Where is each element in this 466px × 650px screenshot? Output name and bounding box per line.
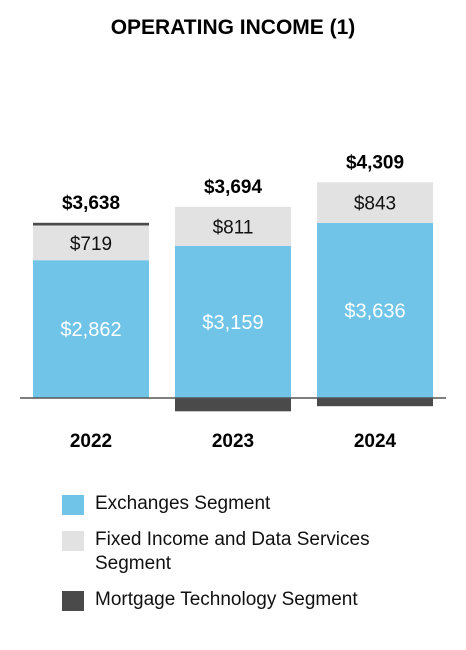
- bar-mortgage-technology-2024: [317, 398, 433, 407]
- bar-fixed-income-2024: [317, 182, 433, 223]
- legend: Exchanges Segment Fixed Income and Data …: [62, 492, 415, 624]
- legend-label-exchanges: Exchanges Segment: [95, 493, 271, 514]
- bar-exchanges-2022: [33, 260, 149, 398]
- data-label-exchanges-2023: $3,159: [202, 312, 263, 334]
- category-label-2023: 2023: [212, 431, 254, 452]
- legend-swatch-mortgage-technology: [62, 591, 84, 611]
- bar-mortgage-technology-2023: [175, 398, 291, 412]
- legend-item-fixed-income: Fixed Income and Data Services Segment: [62, 528, 415, 576]
- category-label-2024: 2024: [354, 431, 397, 452]
- data-label-fixed-income-2022: $719: [70, 234, 112, 255]
- data-label-exchanges-2022: $2,862: [60, 319, 121, 341]
- data-label-fixed-income-2023: $811: [213, 217, 254, 238]
- legend-item-exchanges: Exchanges Segment: [62, 492, 415, 516]
- data-label-fixed-income-2024: $843: [354, 194, 396, 215]
- bar-exchanges-2024: [317, 222, 433, 398]
- category-label-2022: 2022: [70, 431, 112, 452]
- legend-swatch-fixed-income: [62, 531, 84, 551]
- legend-label-mortgage-technology: Mortgage Technology Segment: [95, 589, 358, 610]
- total-label-2022: $3,638: [62, 193, 120, 214]
- total-label-2023: $3,694: [204, 177, 263, 198]
- stacked-bar-chart: $2,862 $719 $3,638 2022 $3,159 $811 $3,694 2023…: [20, 152, 446, 452]
- bar-mortgage-technology-2022: [33, 222, 149, 226]
- legend-label-fixed-income: Fixed Income and Data Services Segment: [95, 529, 370, 574]
- bar-fixed-income-2022: [33, 225, 149, 261]
- legend-item-mortgage-technology: Mortgage Technology Segment: [62, 588, 415, 612]
- data-label-exchanges-2024: $3,636: [344, 301, 405, 323]
- bar-fixed-income-2023: [175, 206, 291, 246]
- total-label-2024: $4,309: [346, 152, 404, 173]
- bar-exchanges-2023: [175, 245, 291, 398]
- chart-title: OPERATING INCOME (1): [110, 16, 356, 39]
- legend-swatch-exchanges: [62, 495, 84, 515]
